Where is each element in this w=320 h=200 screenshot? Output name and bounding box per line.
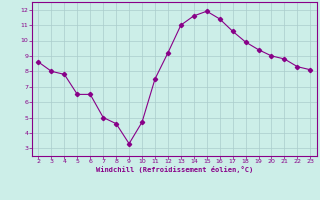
X-axis label: Windchill (Refroidissement éolien,°C): Windchill (Refroidissement éolien,°C) (96, 166, 253, 173)
